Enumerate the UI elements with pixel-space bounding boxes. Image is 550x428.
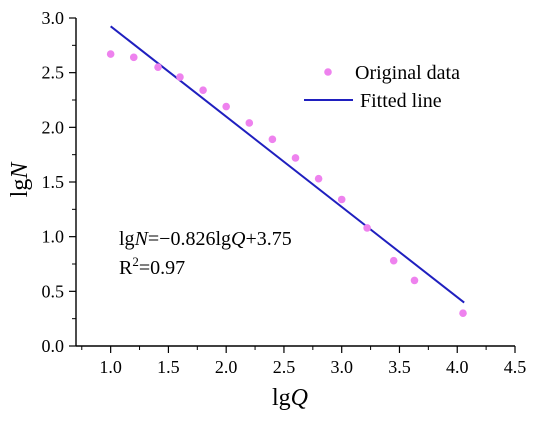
data-point — [459, 309, 467, 318]
legend-marker-original-data — [324, 68, 332, 76]
data-point — [176, 73, 184, 81]
data-point — [410, 276, 419, 285]
data-point — [199, 86, 207, 94]
fitted-line-series — [110, 25, 465, 304]
original-data-series — [106, 50, 467, 318]
legend-label-fitted-line: Fitted line — [360, 90, 442, 112]
tick-labels: 1.0 1.5 2.0 2.5 3.0 3.5 4.0 4.5 0.0 0.5 1.0 1.5 2.0 2… — [42, 8, 527, 377]
y-axis-title: lgN — [7, 161, 33, 198]
data-point — [268, 135, 277, 144]
data-point — [154, 63, 162, 71]
data-point — [222, 102, 230, 111]
data-point — [337, 195, 346, 204]
x-tick-label: 4.5 — [504, 357, 527, 377]
equation-annotation: lgN=−0.826lgQ+3.75 — [119, 228, 292, 250]
x-axis-title: lgQ — [272, 385, 308, 411]
data-point — [129, 53, 138, 62]
data-point — [363, 224, 371, 232]
data-point — [389, 256, 398, 265]
y-tick-label: 2.5 — [42, 63, 65, 83]
x-tick-label: 4.0 — [446, 357, 469, 377]
y-tick-label: 1.5 — [42, 172, 65, 192]
y-tick-label: 1.0 — [42, 227, 65, 247]
fitted-line — [110, 25, 465, 304]
x-tick-label: 2.0 — [215, 357, 238, 377]
y-tick-label: 3.0 — [42, 8, 65, 28]
x-tick-label: 3.0 — [330, 357, 353, 377]
data-point — [291, 154, 300, 162]
y-tick-label: 0.5 — [42, 281, 65, 301]
data-point — [106, 50, 115, 58]
data-point — [314, 174, 323, 183]
r-squared-annotation: R2=0.97 — [119, 254, 185, 279]
legend-label-original-data: Original data — [355, 62, 460, 84]
x-tick-label: 1.0 — [99, 357, 122, 377]
x-tick-label: 1.5 — [157, 357, 180, 377]
legend: Original data Fitted line — [304, 62, 460, 112]
x-tick-label: 2.5 — [273, 357, 296, 377]
y-tick-label: 2.0 — [42, 117, 65, 137]
x-tick-label: 3.5 — [388, 357, 411, 377]
ticks — [69, 17, 516, 353]
data-point — [245, 119, 254, 127]
y-tick-label: 0.0 — [42, 336, 65, 356]
